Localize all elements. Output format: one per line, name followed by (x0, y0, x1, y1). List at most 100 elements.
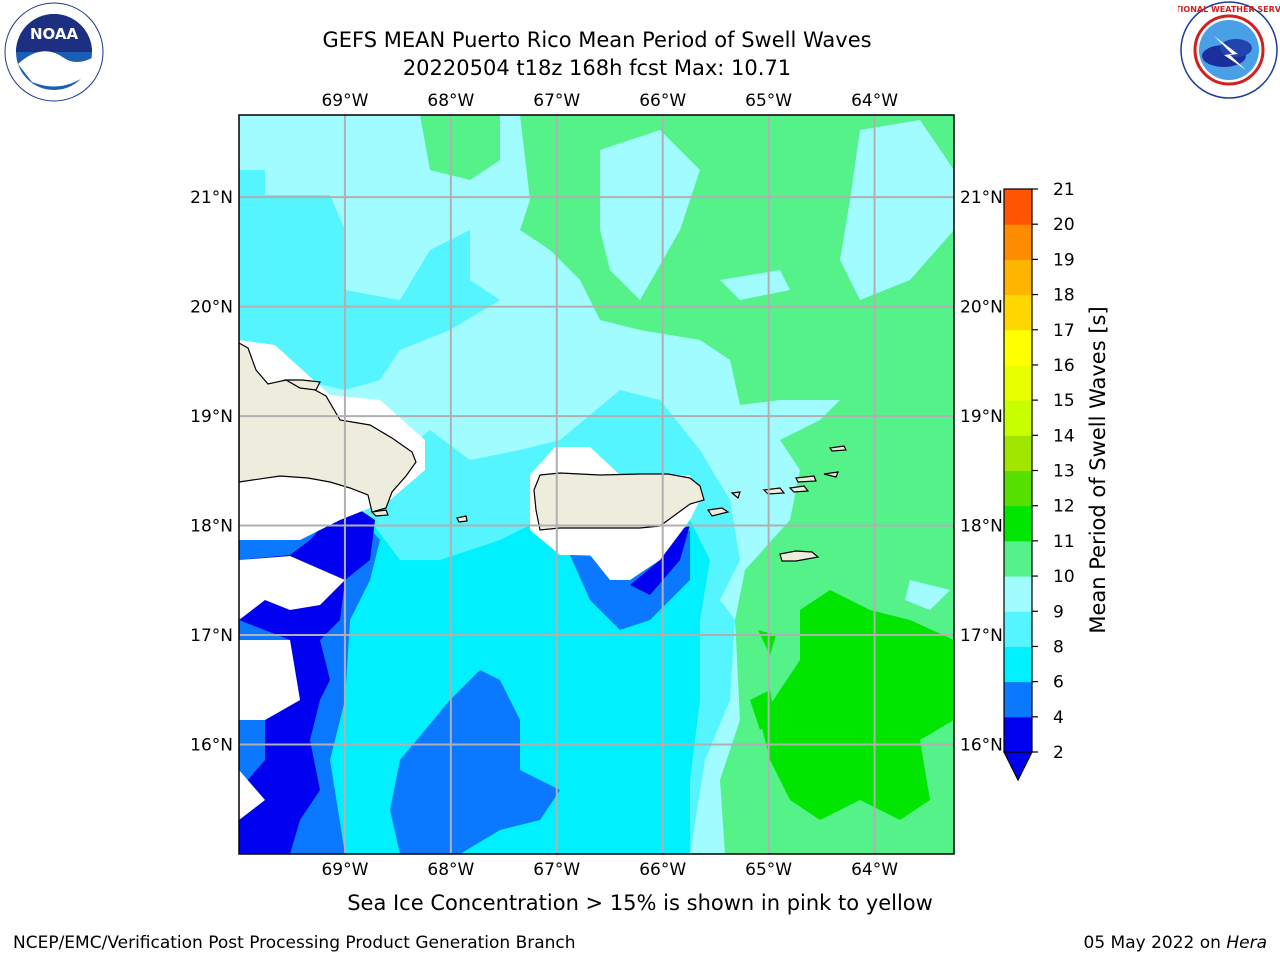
lat-tick-label-left: 17°N (190, 626, 233, 646)
lat-tick-label-right: 20°N (960, 298, 1003, 318)
field-9-10s-north (420, 115, 500, 180)
colorbar-tick-label: 16 (1053, 356, 1075, 376)
chart-title-line2: 20220504 t18z 168h fcst Max: 10.71 (402, 56, 792, 80)
colorbar-segment (1004, 681, 1032, 718)
hispaniola-land (239, 342, 417, 513)
colorbar-tick-label: 10 (1053, 567, 1075, 587)
sea-ice-note: Sea Ice Concentration > 15% is shown in … (0, 891, 1280, 915)
lat-tick-label-left: 19°N (190, 407, 233, 427)
colorbar-tick-label: 2 (1053, 743, 1064, 763)
colorbar-tick-label: 12 (1053, 497, 1075, 517)
colorbar-tick-label: 18 (1053, 286, 1075, 306)
st-croix (779, 550, 820, 562)
lon-tick-label-bottom: 67°W (533, 860, 580, 880)
noaa-logo: NOAA (4, 2, 104, 102)
field-8-9s-notch-1 (600, 130, 700, 300)
colorbar-segment (1004, 259, 1032, 296)
lat-tick-label-left: 21°N (190, 188, 233, 208)
footer-host: Hera (1226, 933, 1267, 953)
colorbar-tick-label: 15 (1053, 391, 1075, 411)
lon-tick-label-top: 68°W (427, 91, 474, 111)
colorbar-segment (1004, 224, 1032, 260)
mask-sw-corner (239, 770, 265, 820)
colorbar-segment (1004, 189, 1032, 225)
svg-text:NATIONAL WEATHER SERVICE: NATIONAL WEATHER SERVICE (1178, 5, 1280, 14)
anegada (828, 445, 847, 452)
sea-ice-note-text: Sea Ice Concentration > 15% is shown in … (347, 891, 933, 915)
colorbar: 2 4 6 8 9 10 11 12 13 14 15 16 17 18 19 20 21 (1003, 180, 1075, 782)
colorbar-tick-label: 19 (1053, 250, 1075, 270)
colorbar-segment (1004, 576, 1032, 612)
lat-tick-label-right: 19°N (960, 407, 1003, 427)
field-9-10s-island (815, 135, 835, 175)
colorbar-segment (1004, 294, 1032, 331)
field-6-8s-north (239, 115, 310, 165)
colorbar-segment (1004, 716, 1032, 753)
colorbar-segment (1004, 540, 1032, 577)
colorbar-segment (1004, 400, 1032, 436)
lat-tick-label-right: 21°N (960, 188, 1003, 208)
lon-tick-label-top: 67°W (533, 91, 580, 111)
colorbar-tick-label: 6 (1053, 673, 1064, 693)
colorbar-tick-label: 8 (1053, 637, 1064, 657)
colorbar-segment (1004, 646, 1032, 683)
lon-tick-label-bottom: 65°W (745, 860, 792, 880)
land (239, 342, 847, 562)
lat-tick-label-right: 16°N (960, 736, 1003, 756)
lon-tick-label-top: 66°W (639, 91, 686, 111)
saona-islet (370, 509, 389, 517)
colorbar-extend-min (1003, 751, 1033, 782)
colorbar-tick-label: 21 (1053, 180, 1075, 200)
lat-tick-label-right: 18°N (960, 517, 1003, 537)
footer-right: 05 May 2022 on Hera (1084, 933, 1268, 953)
colorbar-label: Mean Period of Swell Waves [s] (1086, 306, 1110, 633)
lon-tick-label-top: 65°W (745, 91, 792, 111)
svg-text:NOAA: NOAA (30, 25, 79, 43)
st-john (788, 485, 810, 493)
map-frame (238, 114, 955, 855)
field-8-9s-notch-4 (905, 580, 950, 610)
lon-tick-label-bottom: 69°W (321, 860, 368, 880)
field-10-11s-3 (758, 630, 776, 655)
field-6-8s-west (239, 170, 500, 390)
field-8-9s-notch-2 (840, 120, 954, 300)
colorbar-tick-label: 4 (1053, 708, 1064, 728)
colorbar-segment (1004, 329, 1032, 366)
gridlines (239, 115, 954, 854)
colorbar-segment (1004, 505, 1032, 542)
culebra (730, 491, 741, 500)
field-2-4s-central (390, 670, 560, 854)
vieques (706, 507, 730, 517)
lon-tick-label-top: 64°W (851, 91, 898, 111)
field-8-9s-notch-3 (720, 270, 790, 300)
colorbar-segment (1004, 470, 1032, 507)
lat-tick-label-left: 16°N (190, 736, 233, 756)
lon-tick-label-bottom: 66°W (639, 860, 686, 880)
hispaniola-ne-coast (283, 379, 321, 391)
axis-ticks: 69°W 69°W 68°W 68°W 67°W 67°W 66°W 66°W 65°W 65°W… (190, 91, 1003, 880)
colorbar-tick-label: 20 (1053, 215, 1075, 235)
footer-date: 05 May 2022 on (1083, 933, 1227, 953)
lon-tick-label-bottom: 68°W (427, 860, 474, 880)
footer-left: NCEP/EMC/Verification Post Processing Pr… (13, 933, 576, 953)
nws-logo: NATIONAL WEATHER SERVICE (1178, 1, 1280, 99)
virgin-gorda (823, 471, 839, 478)
lat-tick-label-left: 20°N (190, 298, 233, 318)
mask-hispaniola-sw (239, 640, 300, 720)
colorbar-tick-label: 11 (1053, 532, 1075, 552)
field-10-11s (760, 590, 954, 820)
mona-island (456, 515, 468, 523)
chart-title-line1: GEFS MEAN Puerto Rico Mean Period of Swe… (322, 28, 872, 52)
colorbar-tick-label: 9 (1053, 602, 1064, 622)
colorbar-tick-label: 17 (1053, 321, 1075, 341)
lat-tick-label-right: 17°N (960, 626, 1003, 646)
colorbar-segment (1004, 611, 1032, 647)
colorbar-tick-label: 13 (1053, 462, 1075, 482)
mask-hispaniola-south (239, 556, 345, 620)
lon-tick-label-top: 69°W (321, 91, 368, 111)
colorbar-segment (1004, 435, 1032, 471)
lon-tick-label-bottom: 64°W (851, 860, 898, 880)
colorbar-tick-label: 14 (1053, 426, 1075, 446)
puerto-rico-land (533, 472, 705, 531)
